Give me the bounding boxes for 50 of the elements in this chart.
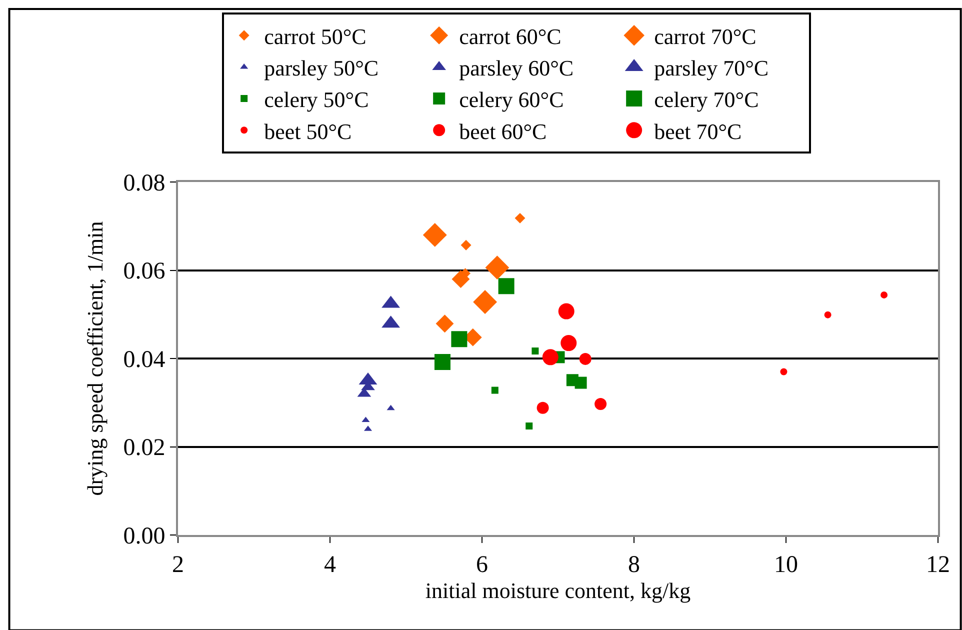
y-axis-title: drying speed coefficient, 1/min	[82, 221, 108, 496]
x-tick-label: 12	[926, 552, 950, 578]
point	[532, 348, 539, 354]
y-tick-label: 0.08	[123, 170, 166, 196]
point	[460, 240, 472, 250]
x-tick-label: 10	[774, 552, 798, 578]
legend-label: celery 60°C	[459, 87, 564, 112]
legend-label: celery 70°C	[654, 87, 759, 112]
legend-label: beet 50°C	[264, 118, 352, 144]
y-tick-label: 0.04	[123, 346, 166, 373]
point	[386, 404, 395, 410]
point	[473, 290, 497, 314]
point	[452, 270, 470, 288]
legend-label: beet 60°C	[459, 118, 547, 144]
x-tick-label: 8	[628, 552, 640, 578]
legend-label: carrot 60°C	[459, 24, 562, 49]
point	[436, 314, 454, 333]
point	[579, 352, 592, 365]
legend-label: parsley 60°C	[459, 56, 574, 81]
point	[498, 278, 514, 294]
point	[422, 222, 447, 247]
point	[434, 354, 450, 370]
legend-label: parsley 70°C	[654, 56, 769, 81]
legend-label: beet 70°C	[654, 118, 742, 144]
point	[485, 256, 510, 280]
point	[824, 311, 832, 318]
legend-label: parsley 50°C	[264, 56, 379, 81]
legend-label: carrot 70°C	[654, 24, 756, 49]
x-tick-label: 6	[476, 552, 488, 578]
point	[536, 402, 549, 414]
point	[574, 376, 587, 389]
x-tick-label: 2	[172, 552, 184, 578]
point	[491, 386, 498, 394]
point	[451, 331, 468, 348]
legend-label: celery 50°C	[264, 87, 369, 112]
point	[526, 422, 533, 430]
point	[780, 368, 788, 376]
x-tick-label: 4	[324, 552, 336, 578]
y-tick-label: 0.00	[123, 523, 166, 550]
point	[558, 303, 574, 320]
y-tick-label: 0.02	[123, 435, 166, 462]
point	[594, 398, 607, 410]
legend-label: carrot 50°C	[264, 24, 366, 49]
x-axis-title: initial moisture content, kg/kg	[425, 578, 691, 603]
point	[362, 416, 370, 422]
point	[880, 291, 888, 298]
y-tick-label: 0.06	[123, 258, 166, 285]
point	[514, 212, 526, 224]
point	[560, 335, 577, 352]
point	[542, 349, 558, 366]
